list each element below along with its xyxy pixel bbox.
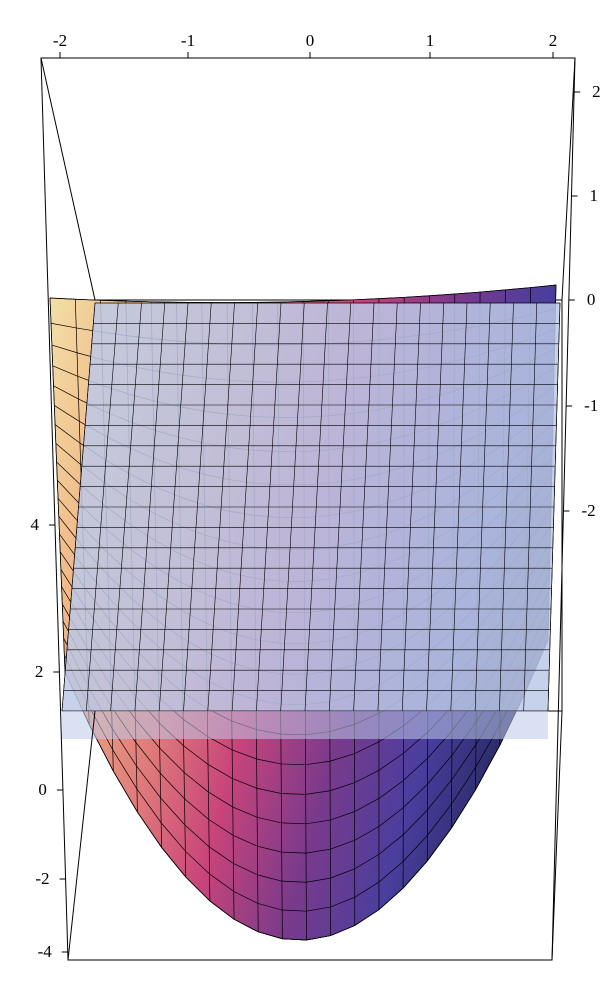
x-tick-label: -2 <box>53 31 67 50</box>
z-tick-label: -2 <box>35 869 49 888</box>
y-tick-label: 1 <box>589 186 598 205</box>
plot3d-frame: -2 -1 0 1 2 2 1 0 -1 -2 4 2 0 -2 -4 <box>0 0 602 987</box>
z-tick-label: 0 <box>38 780 47 799</box>
z-tick-label: -4 <box>38 942 53 961</box>
plane-front-lip <box>62 711 548 739</box>
z-tick-label: 2 <box>35 662 44 681</box>
x-tick-label: -1 <box>181 31 195 50</box>
x-tick-label: 0 <box>306 31 315 50</box>
y-tick-label: -1 <box>584 396 598 415</box>
x-tick-label: 2 <box>549 31 558 50</box>
y-tick-label: -2 <box>581 501 595 520</box>
x-tick-label: 1 <box>426 31 435 50</box>
plot3d-svg: -2 -1 0 1 2 2 1 0 -1 -2 4 2 0 -2 -4 <box>0 0 602 987</box>
y-tick-label: 2 <box>592 82 601 101</box>
z-tick-label: 4 <box>30 515 39 534</box>
y-tick-label: 0 <box>587 290 596 309</box>
cutting-plane <box>62 303 560 739</box>
